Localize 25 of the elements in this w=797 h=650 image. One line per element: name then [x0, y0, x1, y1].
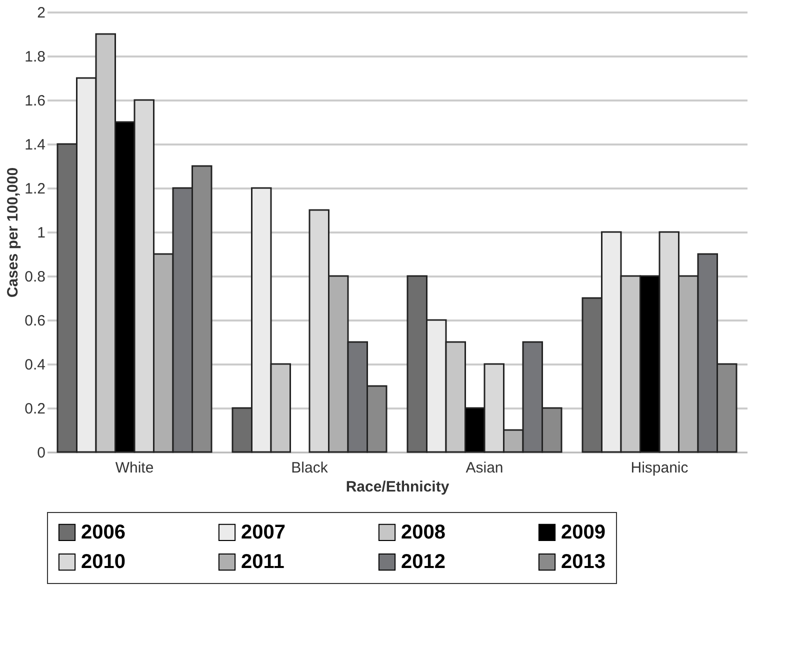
y-tick-label: 0.4	[24, 356, 46, 374]
legend-label: 2010	[81, 551, 126, 573]
legend-label: 2009	[561, 521, 606, 544]
y-tick-label: 0.2	[24, 400, 46, 418]
y-axis-title: Cases per 100,000	[4, 167, 22, 298]
x-tick-label: White	[115, 460, 154, 476]
legend-label: 2012	[401, 551, 446, 573]
x-axis-title: Race/Ethnicity	[346, 478, 450, 496]
legend-label: 2008	[401, 521, 446, 544]
legend-label: 2011	[241, 551, 284, 573]
y-tick-label: 1.6	[24, 92, 46, 110]
y-tick-label: 1.8	[24, 48, 46, 66]
y-tick-label: 0.8	[24, 268, 46, 286]
y-tick-label: 1.4	[24, 136, 46, 154]
legend-label: 2007	[241, 521, 286, 544]
y-tick-label: 1	[37, 224, 46, 242]
y-tick-label: 0.6	[24, 312, 46, 330]
y-tick-label: 1.2	[24, 180, 46, 198]
x-tick-label: Asian	[466, 460, 504, 476]
legend-label: 2013	[561, 551, 606, 573]
x-tick-label: Black	[291, 460, 328, 476]
y-tick-label: 2	[37, 4, 46, 22]
x-tick-label: Hispanic	[630, 460, 689, 476]
y-tick-label: 0	[37, 444, 46, 462]
legend-label: 2006	[81, 521, 126, 544]
